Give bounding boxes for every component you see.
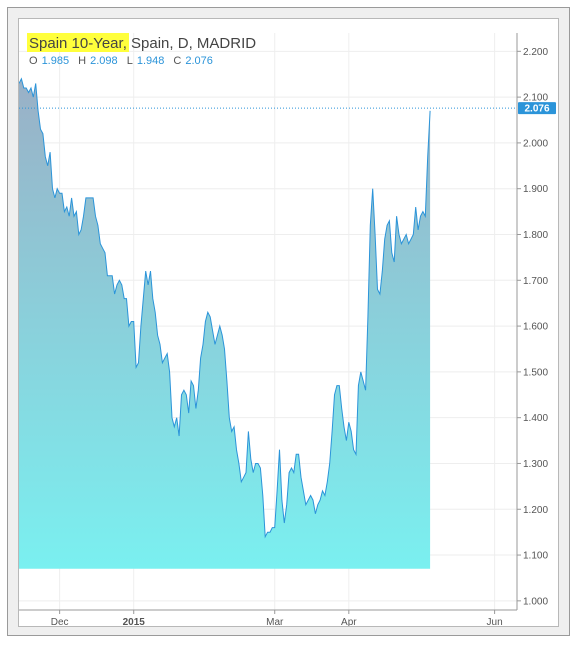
open-key: O	[29, 55, 38, 67]
y-tick-label: 2.100	[523, 93, 548, 104]
last-price-tag: 2.076	[518, 102, 556, 115]
last-price-tag-label: 2.076	[524, 104, 549, 115]
close-value: 2.076	[185, 55, 213, 67]
high-key: H	[78, 55, 86, 67]
y-tick-label: 1.800	[523, 230, 548, 241]
x-tick-label: Dec	[51, 617, 69, 626]
last-price-tag-bg	[518, 102, 556, 115]
price-line	[18, 77, 431, 539]
chart-panel: 1.000 1.100 1.200 1.300 1.400 1.500 1.600 1.700…	[18, 18, 559, 628]
low-key: L	[127, 55, 133, 67]
y-tick-label: 1.500	[523, 367, 548, 378]
y-tick-label: 1.400	[523, 413, 548, 424]
high-value: 2.098	[90, 55, 118, 67]
x-tick-label: Jun	[487, 617, 503, 626]
x-axis: Dec 2015 Mar Apr Jun	[51, 610, 503, 628]
x-tick-label: Apr	[341, 617, 357, 626]
y-tick-label: 1.100	[523, 551, 548, 562]
y-tick-label: 1.000	[523, 596, 548, 607]
symbol-details: , Spain, D, MADRID	[123, 35, 257, 52]
ohlc-readout: O 1.985 H 2.098 L 1.948 C 2.076	[29, 55, 213, 67]
y-tick-label: 2.000	[523, 138, 548, 149]
y-tick-label: 1.200	[523, 505, 548, 516]
low-value: 1.948	[137, 55, 165, 67]
open-value: 1.985	[42, 55, 70, 67]
chart-title: Spain 10-Year, Spain, D, MADRID	[29, 35, 256, 52]
close-key: C	[173, 55, 181, 67]
chart-header: Spain 10-Year, Spain, D, MADRID O 1.985 H…	[27, 33, 256, 67]
x-tick-label: Mar	[266, 617, 284, 626]
x-tick-label: 2015	[123, 617, 146, 626]
price-chart[interactable]: 1.000 1.100 1.200 1.300 1.400 1.500 1.600 1.700…	[18, 19, 558, 628]
y-axis: 1.000 1.100 1.200 1.300 1.400 1.500 1.600 1.700…	[517, 47, 548, 607]
chart-frame: 1.000 1.100 1.200 1.300 1.400 1.500 1.600 1.700…	[7, 7, 570, 636]
y-tick-label: 1.600	[523, 322, 548, 333]
y-tick-label: 1.700	[523, 276, 548, 287]
y-tick-label: 1.300	[523, 459, 548, 470]
price-area	[19, 78, 431, 569]
symbol-highlight	[27, 33, 129, 52]
y-tick-label: 2.200	[523, 47, 548, 58]
y-tick-label: 1.900	[523, 184, 548, 195]
symbol-name[interactable]: Spain 10-Year	[29, 35, 124, 52]
